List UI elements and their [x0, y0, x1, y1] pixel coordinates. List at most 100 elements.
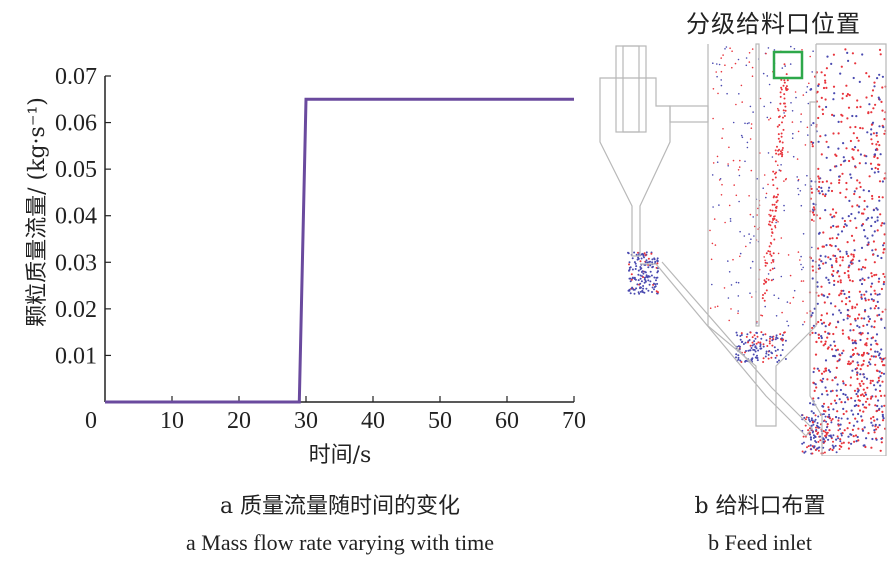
particle [824, 367, 828, 370]
particle [865, 344, 868, 347]
particle [864, 391, 867, 394]
particle [745, 57, 748, 59]
particle [655, 290, 658, 293]
particle [747, 349, 750, 352]
particle [808, 427, 812, 430]
particle [722, 128, 724, 130]
particle [875, 134, 878, 137]
particle [727, 165, 729, 167]
particle [734, 62, 737, 65]
particle [838, 181, 841, 184]
particle [821, 108, 824, 111]
caption-a-en: a Mass flow rate varying with time [186, 530, 494, 555]
particle [765, 196, 767, 199]
particle [760, 314, 762, 317]
particle [801, 49, 803, 51]
particle [872, 107, 875, 110]
particle [830, 402, 833, 405]
particle [786, 301, 789, 303]
particle [824, 386, 827, 389]
particle [824, 429, 827, 431]
particle [825, 67, 828, 70]
particle [817, 320, 820, 324]
particle [631, 257, 634, 260]
particle [840, 442, 843, 445]
particle [770, 228, 773, 231]
particle [637, 257, 640, 260]
particle [751, 341, 754, 344]
particle [639, 266, 642, 268]
particle [764, 261, 767, 264]
particle [768, 340, 771, 343]
particle [883, 404, 886, 407]
particle [744, 351, 746, 354]
particle [763, 256, 765, 258]
particle [864, 235, 867, 238]
particle [880, 405, 883, 408]
particle [855, 115, 858, 118]
particle [731, 50, 733, 52]
particle [856, 352, 859, 355]
particle [738, 200, 740, 203]
particle [774, 349, 777, 352]
particle [779, 333, 782, 336]
particle [881, 419, 885, 422]
particle [858, 290, 861, 293]
particle [811, 71, 813, 73]
particle [844, 393, 847, 396]
particle [832, 332, 835, 336]
particle [867, 315, 870, 318]
x-tick-label: 20 [227, 408, 251, 434]
particle [781, 151, 783, 154]
particle [849, 126, 852, 129]
particle [767, 223, 770, 226]
particle [779, 102, 782, 105]
particle [863, 208, 866, 211]
particle [843, 292, 846, 296]
particle [840, 230, 844, 233]
particle [803, 416, 806, 419]
particle [771, 178, 774, 181]
particle [817, 449, 820, 452]
particle [875, 438, 878, 441]
particle [793, 48, 796, 50]
particle [765, 252, 768, 255]
particle [828, 293, 831, 296]
particle [776, 125, 779, 128]
particle [851, 428, 854, 431]
particle [806, 446, 808, 449]
particle [846, 117, 849, 120]
particle [870, 282, 874, 285]
particle [771, 221, 774, 224]
particle [760, 331, 763, 334]
particle [783, 209, 785, 212]
particle [783, 93, 786, 96]
particle [643, 278, 646, 281]
particle [833, 340, 836, 343]
particle [839, 311, 842, 314]
particle [752, 353, 755, 356]
particle [856, 361, 859, 364]
particle [871, 437, 874, 441]
particle [855, 440, 858, 443]
particle [781, 153, 784, 156]
particle [860, 224, 863, 227]
particle [649, 270, 652, 273]
particle [835, 165, 838, 168]
particle [806, 174, 808, 177]
particle [832, 85, 836, 88]
particle [827, 189, 830, 192]
particle [817, 140, 820, 143]
particle [852, 76, 855, 80]
particle [821, 393, 824, 396]
particle [628, 263, 630, 266]
particle [867, 190, 871, 193]
particle [878, 352, 881, 355]
particle [851, 348, 854, 351]
particle [870, 216, 873, 219]
particle [779, 95, 782, 98]
particle [784, 65, 786, 67]
particle [739, 252, 742, 255]
particle [842, 318, 845, 321]
particle [792, 132, 794, 135]
